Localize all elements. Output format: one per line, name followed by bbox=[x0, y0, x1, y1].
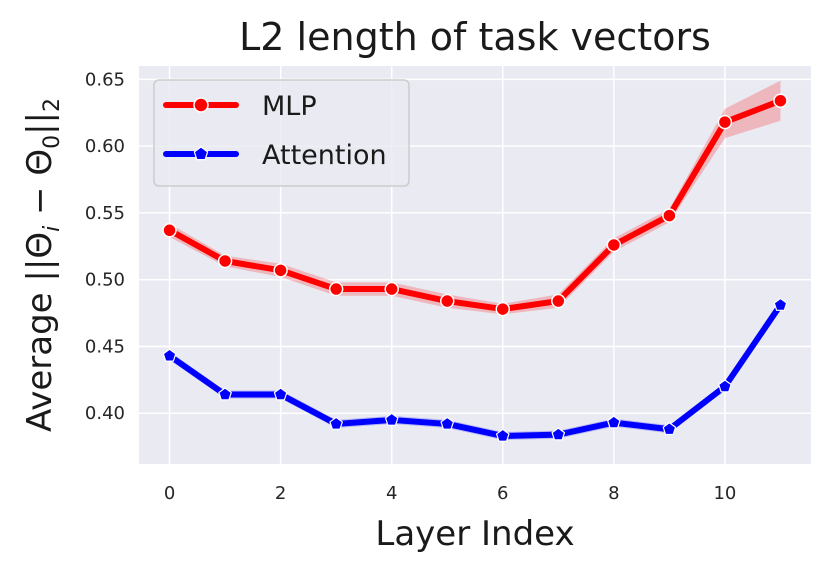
chart-title: L2 length of task vectors bbox=[239, 15, 711, 59]
y-tick-label: 0.45 bbox=[85, 336, 125, 357]
mlp-point bbox=[217, 253, 233, 269]
mlp-series-line bbox=[166, 97, 784, 313]
y-axis-label-sub-i: i bbox=[40, 226, 65, 232]
legend-mlp-label: MLP bbox=[262, 91, 317, 122]
attention-point bbox=[551, 427, 566, 441]
y-tick-label: 0.65 bbox=[85, 69, 125, 90]
y-tick-labels: 0.40 0.45 0.50 0.55 0.60 0.65 bbox=[85, 69, 125, 424]
attention-point bbox=[218, 387, 232, 401]
y-axis-label-minus: − Θ bbox=[20, 149, 60, 226]
y-tick-label: 0.60 bbox=[85, 136, 125, 157]
mlp-point bbox=[162, 223, 177, 238]
mlp-point bbox=[773, 93, 788, 108]
attention-point bbox=[773, 297, 788, 311]
y-tick-label: 0.50 bbox=[85, 270, 125, 291]
attention-point bbox=[718, 379, 732, 393]
attention-point bbox=[273, 387, 288, 401]
series-lines bbox=[166, 97, 784, 439]
mlp-point bbox=[273, 263, 288, 278]
mlp-point bbox=[662, 208, 677, 223]
mlp-point bbox=[495, 301, 511, 317]
mlp-point bbox=[717, 114, 733, 130]
y-axis-label-sub-0: 0 bbox=[40, 135, 65, 149]
legend-attention-label: Attention bbox=[262, 140, 387, 171]
x-tick-label: 4 bbox=[386, 483, 397, 504]
attention-point bbox=[495, 428, 510, 442]
y-axis-label-sub-2: 2 bbox=[40, 98, 65, 112]
legend-attention-marker bbox=[193, 146, 209, 161]
x-tick-label: 6 bbox=[497, 483, 508, 504]
x-tick-label: 8 bbox=[608, 483, 619, 504]
mlp-point bbox=[328, 281, 344, 297]
x-tick-label: 0 bbox=[164, 483, 175, 504]
attention-point bbox=[329, 416, 344, 430]
y-tick-label: 0.40 bbox=[85, 403, 125, 424]
legend: MLP Attention bbox=[153, 79, 410, 187]
attention-point bbox=[662, 422, 677, 436]
x-tick-label: 10 bbox=[713, 483, 736, 504]
attention-series-line bbox=[166, 302, 784, 439]
attention-point bbox=[162, 348, 177, 362]
mlp-point bbox=[551, 293, 566, 309]
y-axis-label-close: || bbox=[20, 112, 60, 135]
x-tick-labels: 0 2 4 6 8 10 bbox=[164, 483, 737, 504]
x-tick-label: 2 bbox=[275, 483, 286, 504]
attention-point bbox=[384, 412, 399, 426]
mlp-point bbox=[439, 293, 455, 309]
y-axis-label-main: Average ||Θ bbox=[20, 232, 60, 432]
attention-point bbox=[440, 416, 455, 430]
series-markers bbox=[162, 93, 788, 442]
y-axis-label: Average ||Θi − Θ0||2 bbox=[20, 98, 65, 432]
mlp-point bbox=[606, 237, 622, 253]
y-tick-label: 0.55 bbox=[85, 203, 125, 224]
mlp-point bbox=[384, 281, 399, 297]
legend-mlp-marker bbox=[193, 97, 209, 113]
attention-point bbox=[606, 415, 621, 429]
x-axis-label: Layer Index bbox=[375, 514, 574, 554]
